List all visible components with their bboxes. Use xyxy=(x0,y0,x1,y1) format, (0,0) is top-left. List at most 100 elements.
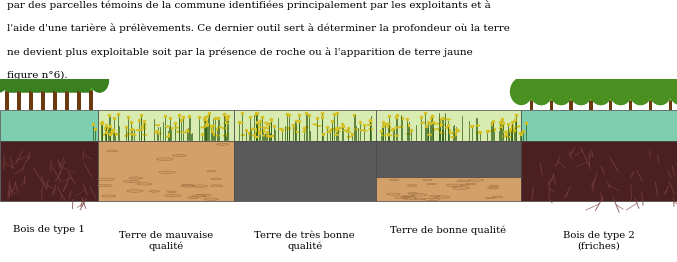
Bar xyxy=(53,91,57,110)
Ellipse shape xyxy=(628,68,647,90)
Ellipse shape xyxy=(395,127,400,129)
Ellipse shape xyxy=(439,132,444,134)
Bar xyxy=(98,141,234,201)
Ellipse shape xyxy=(648,68,666,90)
Ellipse shape xyxy=(655,64,677,101)
Ellipse shape xyxy=(386,123,391,125)
Ellipse shape xyxy=(359,129,365,131)
Ellipse shape xyxy=(154,131,159,133)
Ellipse shape xyxy=(191,197,195,198)
Ellipse shape xyxy=(83,52,100,75)
Ellipse shape xyxy=(589,78,612,105)
Ellipse shape xyxy=(79,59,93,79)
Ellipse shape xyxy=(77,59,93,79)
Ellipse shape xyxy=(439,132,445,134)
Ellipse shape xyxy=(266,135,271,137)
Ellipse shape xyxy=(555,68,573,90)
Ellipse shape xyxy=(486,130,492,132)
Ellipse shape xyxy=(215,185,219,186)
Ellipse shape xyxy=(437,123,443,125)
Ellipse shape xyxy=(131,134,137,136)
Ellipse shape xyxy=(410,185,414,186)
Bar xyxy=(234,110,376,141)
Ellipse shape xyxy=(406,198,412,199)
Ellipse shape xyxy=(30,57,56,90)
Ellipse shape xyxy=(165,125,170,128)
Ellipse shape xyxy=(399,197,404,198)
Ellipse shape xyxy=(536,64,567,101)
Ellipse shape xyxy=(655,68,673,90)
Bar xyxy=(530,99,533,110)
Ellipse shape xyxy=(128,181,135,182)
Ellipse shape xyxy=(155,124,160,126)
Bar xyxy=(89,91,93,110)
Ellipse shape xyxy=(516,68,534,90)
Ellipse shape xyxy=(255,130,261,132)
Ellipse shape xyxy=(257,126,262,128)
Ellipse shape xyxy=(489,130,495,132)
Ellipse shape xyxy=(66,57,92,90)
Ellipse shape xyxy=(210,171,213,172)
Ellipse shape xyxy=(129,129,135,131)
Ellipse shape xyxy=(294,131,299,133)
Ellipse shape xyxy=(49,68,69,93)
Ellipse shape xyxy=(454,128,460,131)
Ellipse shape xyxy=(196,186,203,187)
Ellipse shape xyxy=(435,128,441,130)
Ellipse shape xyxy=(42,59,58,79)
Ellipse shape xyxy=(590,78,613,105)
Ellipse shape xyxy=(429,199,435,200)
Ellipse shape xyxy=(549,68,567,90)
Ellipse shape xyxy=(211,125,216,127)
Ellipse shape xyxy=(347,136,352,138)
Ellipse shape xyxy=(452,133,457,135)
Ellipse shape xyxy=(200,126,206,128)
Ellipse shape xyxy=(387,134,393,137)
Ellipse shape xyxy=(615,64,646,101)
Ellipse shape xyxy=(42,57,68,90)
Ellipse shape xyxy=(66,59,82,79)
Bar xyxy=(521,141,677,201)
Text: ne devient plus exploitable soit par la présence de roche ou à l'apparition de t: ne devient plus exploitable soit par la … xyxy=(7,47,473,57)
Ellipse shape xyxy=(65,59,81,79)
Ellipse shape xyxy=(496,196,500,197)
Ellipse shape xyxy=(22,52,40,75)
Ellipse shape xyxy=(138,129,144,131)
Ellipse shape xyxy=(0,57,20,90)
Ellipse shape xyxy=(209,199,215,200)
Ellipse shape xyxy=(0,68,8,93)
Ellipse shape xyxy=(70,52,88,75)
Ellipse shape xyxy=(433,196,437,197)
Ellipse shape xyxy=(581,59,600,83)
Ellipse shape xyxy=(399,126,404,128)
Ellipse shape xyxy=(185,186,190,187)
Ellipse shape xyxy=(389,129,395,132)
Ellipse shape xyxy=(5,59,20,79)
Ellipse shape xyxy=(536,68,554,90)
Ellipse shape xyxy=(668,68,677,90)
Ellipse shape xyxy=(575,68,593,90)
Ellipse shape xyxy=(629,78,652,105)
Ellipse shape xyxy=(25,68,45,93)
Ellipse shape xyxy=(499,126,504,128)
Ellipse shape xyxy=(6,57,32,90)
Ellipse shape xyxy=(89,59,104,79)
Text: par des parcelles témoins de la commune identifiées principalement par les explo: par des parcelles témoins de la commune … xyxy=(7,0,491,10)
Ellipse shape xyxy=(142,134,148,136)
Ellipse shape xyxy=(515,125,521,128)
Ellipse shape xyxy=(649,78,672,105)
Bar xyxy=(629,99,632,110)
Ellipse shape xyxy=(542,59,561,83)
Ellipse shape xyxy=(312,123,318,125)
Ellipse shape xyxy=(458,188,464,189)
Ellipse shape xyxy=(79,57,104,90)
Bar xyxy=(5,91,9,110)
Ellipse shape xyxy=(550,78,572,105)
Ellipse shape xyxy=(439,196,445,198)
Ellipse shape xyxy=(54,57,80,90)
Ellipse shape xyxy=(18,59,33,79)
Ellipse shape xyxy=(102,185,108,186)
Ellipse shape xyxy=(261,131,266,133)
Ellipse shape xyxy=(556,64,586,101)
Ellipse shape xyxy=(18,57,44,90)
